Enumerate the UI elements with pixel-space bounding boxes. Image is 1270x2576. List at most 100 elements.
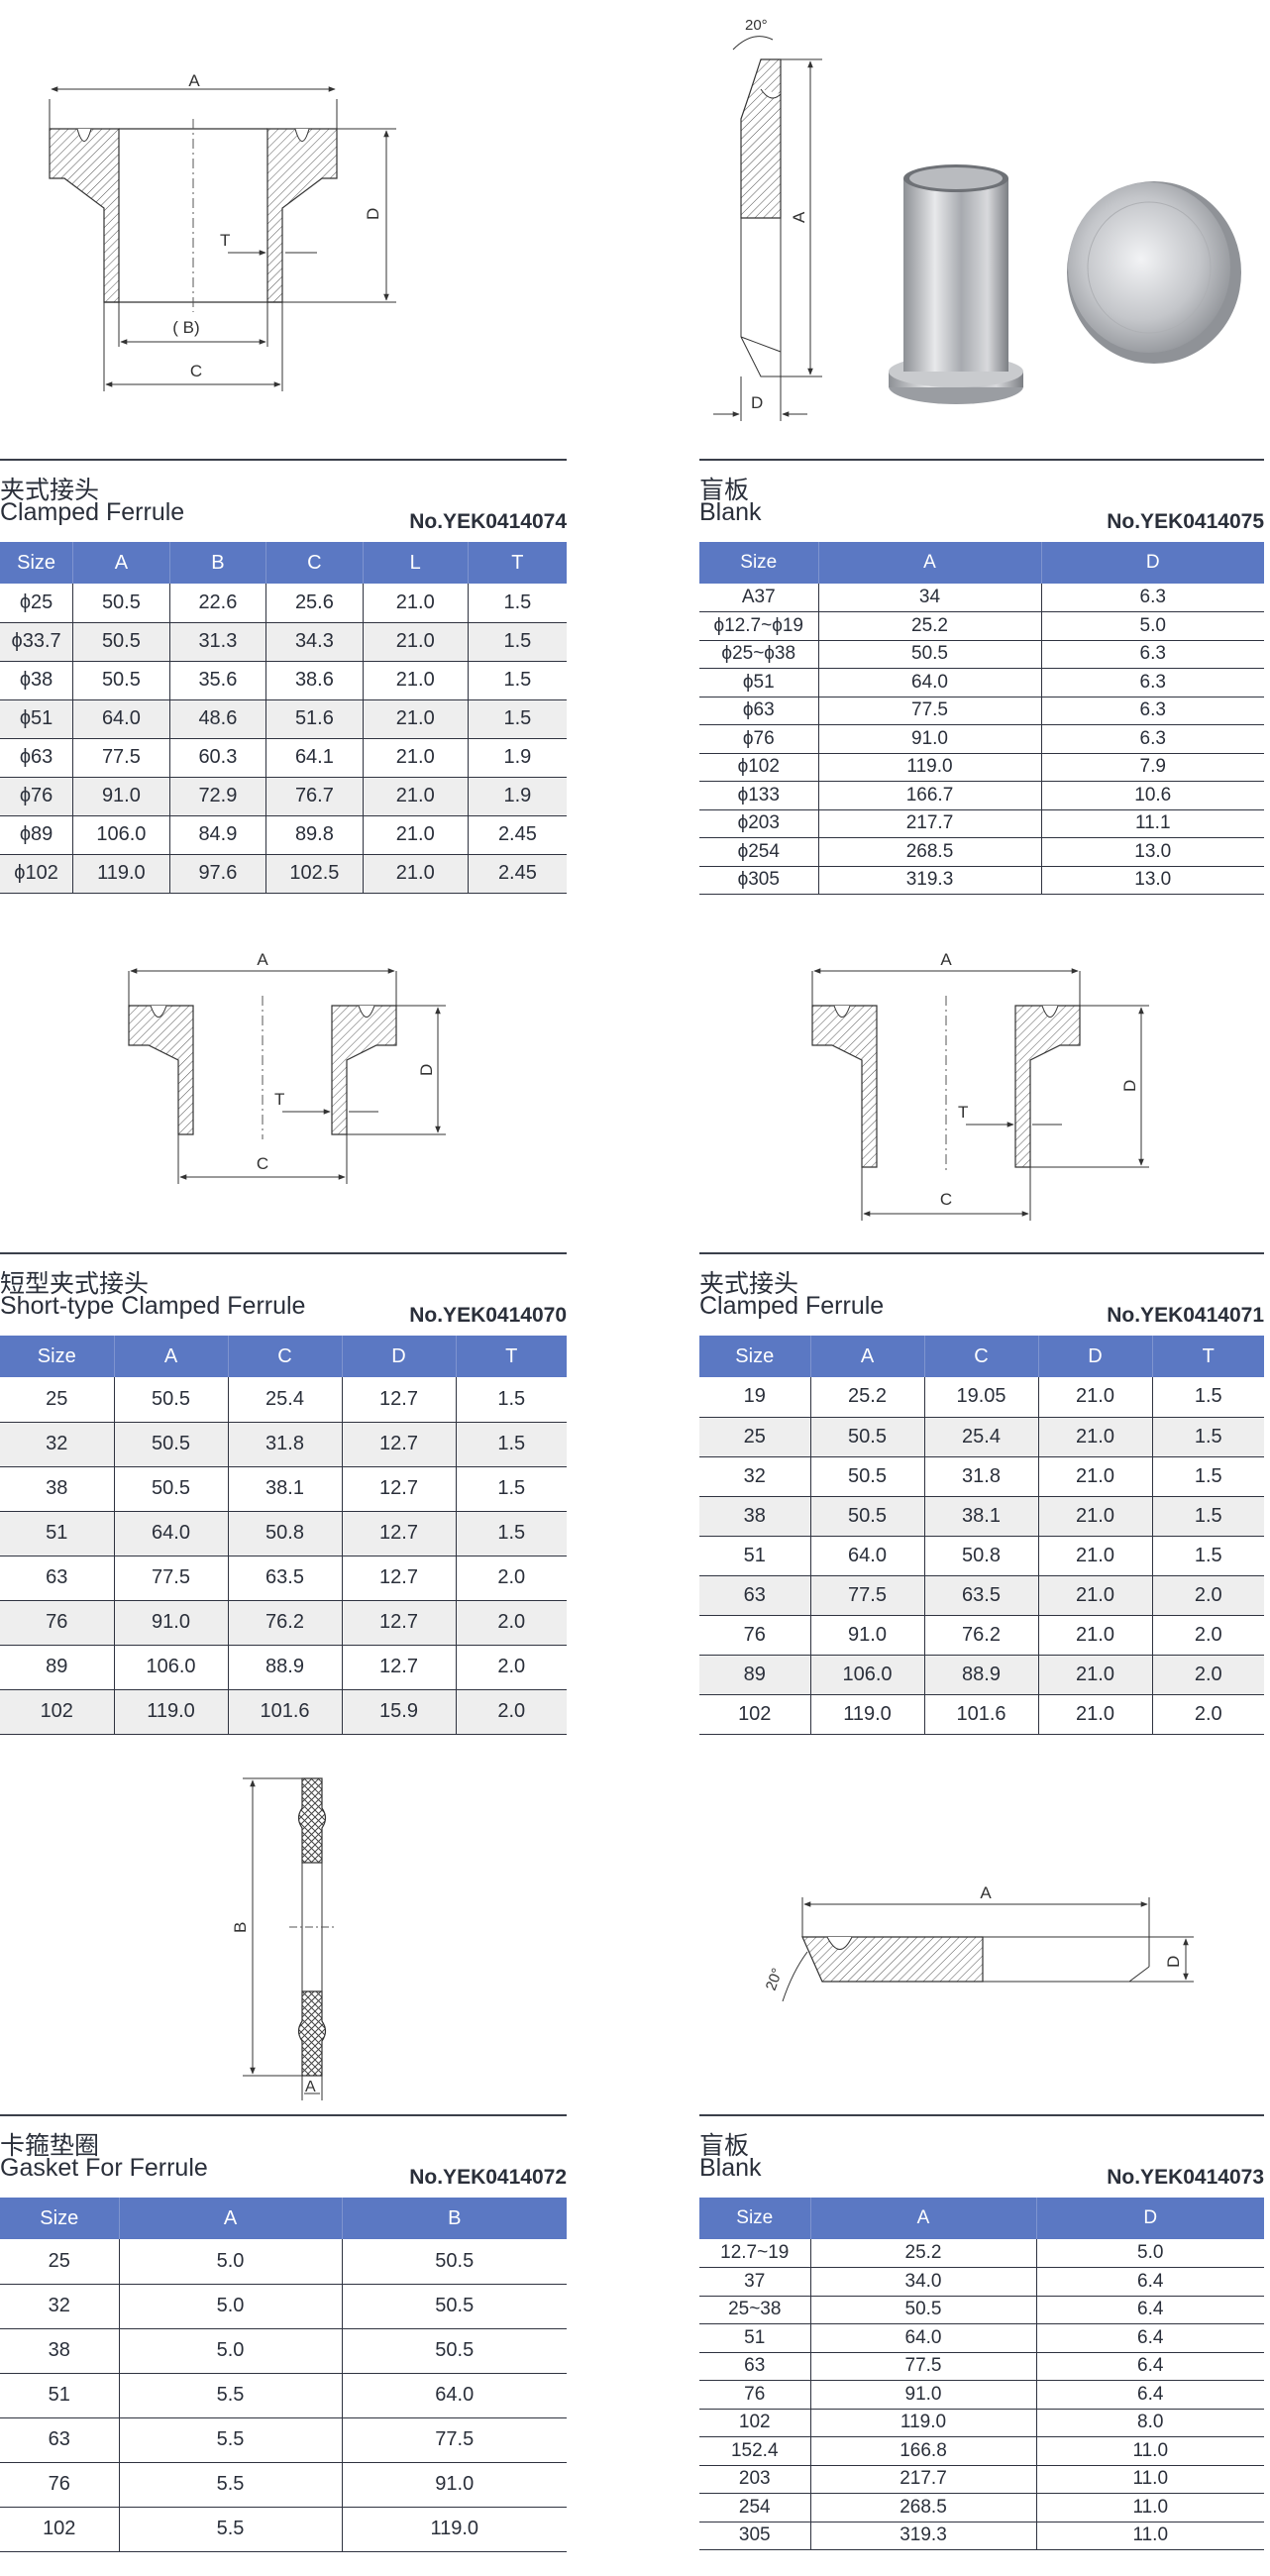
section-title-cn: 短型夹式接头 — [0, 1269, 150, 1298]
table-cell: 91.0 — [72, 777, 170, 816]
table-row: 254 268.5 11.0 — [699, 2493, 1264, 2522]
table-row: ϕ305 319.3 13.0 — [699, 866, 1264, 895]
section-title-cn: 夹式接头 — [699, 1269, 799, 1298]
table-cell: 11.1 — [1040, 809, 1264, 838]
table-cell: 34.3 — [265, 622, 364, 662]
product-code: No.YEK0414073 — [1107, 2166, 1264, 2189]
column-header: Size — [0, 1336, 114, 1377]
dim-d-label: D — [1120, 1080, 1139, 1092]
table-cell: 5.5 — [118, 2417, 342, 2463]
section-divider — [0, 2114, 567, 2116]
table-cell: 5.5 — [118, 2507, 342, 2552]
table-cell: 64.0 — [113, 1511, 228, 1556]
table-cell: 60.3 — [168, 738, 266, 778]
table-row: 76 5.5 91.0 — [0, 2462, 567, 2508]
table-cell: 50.5 — [113, 1466, 228, 1512]
table-row: 32 50.5 31.8 12.7 1.5 — [0, 1422, 567, 1467]
table-row: 89 106.0 88.9 21.0 2.0 — [699, 1655, 1264, 1695]
table-cell: 21.0 — [362, 584, 469, 623]
table-cell: 50.5 — [817, 640, 1041, 669]
column-header: Size — [0, 542, 73, 584]
table-cell: 91.0 — [809, 1615, 924, 1656]
table-cell: 77.5 — [72, 738, 170, 778]
table-cell: 76 — [699, 2380, 810, 2410]
table-cell: ϕ63 — [699, 697, 818, 725]
table-cell: ϕ33.7 — [0, 622, 73, 662]
table-row: ϕ89 106.0 84.9 89.8 21.0 2.45 — [0, 815, 567, 855]
table-cell: 21.0 — [1037, 1456, 1152, 1497]
table-cell: 91.0 — [113, 1600, 228, 1646]
table-row: 51 64.0 6.4 — [699, 2323, 1264, 2353]
table-cell: 319.3 — [809, 2522, 1036, 2550]
table-cell: 11.0 — [1035, 2522, 1264, 2550]
dim-a-label: A — [188, 71, 200, 90]
table-cell: 21.0 — [362, 622, 469, 662]
column-header: Size — [699, 1336, 810, 1377]
table-cell: 1.5 — [1151, 1536, 1264, 1576]
column-header: Size — [699, 542, 818, 584]
table-cell: 101.6 — [227, 1689, 342, 1735]
table-row: 19 25.2 19.05 21.0 1.5 — [699, 1377, 1264, 1418]
table-cell: 12.7 — [341, 1556, 456, 1601]
table-cell: 102 — [0, 2507, 119, 2552]
table-row: 32 5.0 50.5 — [0, 2284, 567, 2329]
column-header: C — [227, 1336, 342, 1377]
table-cell: 25.6 — [265, 584, 364, 623]
table-row: ϕ33.7 50.5 31.3 34.3 21.0 1.5 — [0, 622, 567, 662]
table-cell: 63.5 — [923, 1575, 1038, 1616]
table-cell: 2.0 — [455, 1645, 567, 1690]
table-cell: 25 — [0, 1377, 114, 1423]
table-cell: 88.9 — [227, 1645, 342, 1690]
table-cell: ϕ203 — [699, 809, 818, 838]
table-cell: 106.0 — [113, 1645, 228, 1690]
table-cell: 32 — [0, 1422, 114, 1467]
dim-a-label: A — [257, 950, 268, 969]
table-cell: 119.0 — [113, 1689, 228, 1735]
table-cell: 51.6 — [265, 699, 364, 739]
table-cell: 1.5 — [455, 1511, 567, 1556]
table-cell: 12.7 — [341, 1600, 456, 1646]
table-row: ϕ63 77.5 60.3 64.1 21.0 1.9 — [0, 738, 567, 778]
table-cell: 21.0 — [1037, 1575, 1152, 1616]
table-cell: 38.1 — [227, 1466, 342, 1512]
table-cell: ϕ76 — [0, 777, 73, 816]
spec-table: Size A C D T 25 50.5 25.4 12.7 1.5 32 50.5 31.8 12.7 1… — [0, 1336, 567, 1735]
section-title-en: Short-type Clamped Ferrule — [0, 1292, 306, 1320]
table-cell: 10.6 — [1040, 781, 1264, 810]
section-clamped-ferrule-071: 夹式接头 Clamped Ferrule No.YEK0414071 Size A… — [699, 1252, 1264, 1748]
section-title-cn: 盲板 — [699, 2131, 750, 2160]
table-cell: 31.8 — [227, 1422, 342, 1467]
table-row: ϕ133 166.7 10.6 — [699, 781, 1264, 810]
table-cell: 2.0 — [455, 1556, 567, 1601]
dim-c-label: C — [257, 1154, 268, 1173]
table-cell: 2.0 — [1151, 1694, 1264, 1735]
table-cell: 6.4 — [1035, 2380, 1264, 2410]
table-row: 76 91.0 76.2 12.7 2.0 — [0, 1600, 567, 1646]
table-cell: 1.9 — [467, 777, 567, 816]
table-cell: 11.0 — [1035, 2436, 1264, 2466]
table-cell: 106.0 — [809, 1655, 924, 1695]
table-row: ϕ38 50.5 35.6 38.6 21.0 1.5 — [0, 661, 567, 700]
table-cell: 76.2 — [923, 1615, 1038, 1656]
section-clamped-ferrule-074: 夹式接头 Clamped Ferrule No.YEK0414074 Size A… — [0, 459, 567, 905]
section-blank-073: 盲板 Blank No.YEK0414073 Size A D 12.7~19 25.2… — [699, 2114, 1264, 2560]
table-cell: 31.8 — [923, 1456, 1038, 1497]
table-cell: 217.7 — [809, 2465, 1036, 2494]
table-cell: 50.5 — [72, 661, 170, 700]
table-row: ϕ76 91.0 72.9 76.7 21.0 1.9 — [0, 777, 567, 816]
table-row: 25 50.5 25.4 12.7 1.5 — [0, 1377, 567, 1423]
table-row: ϕ51 64.0 6.3 — [699, 668, 1264, 698]
table-row: 102 119.0 101.6 15.9 2.0 — [0, 1689, 567, 1735]
table-cell: 217.7 — [817, 809, 1041, 838]
table-row: 102 119.0 101.6 21.0 2.0 — [699, 1694, 1264, 1735]
table-cell: 19 — [699, 1377, 810, 1418]
table-cell: ϕ305 — [699, 866, 818, 895]
section-divider — [699, 2114, 1264, 2116]
dim-c-label: C — [940, 1190, 952, 1209]
dim-d-label: D — [364, 208, 382, 220]
table-cell: 64.0 — [809, 1536, 924, 1576]
column-header: C — [923, 1336, 1038, 1377]
table-cell: 50.5 — [341, 2328, 567, 2374]
table-row: ϕ63 77.5 6.3 — [699, 697, 1264, 725]
table-cell: 34 — [817, 584, 1041, 612]
